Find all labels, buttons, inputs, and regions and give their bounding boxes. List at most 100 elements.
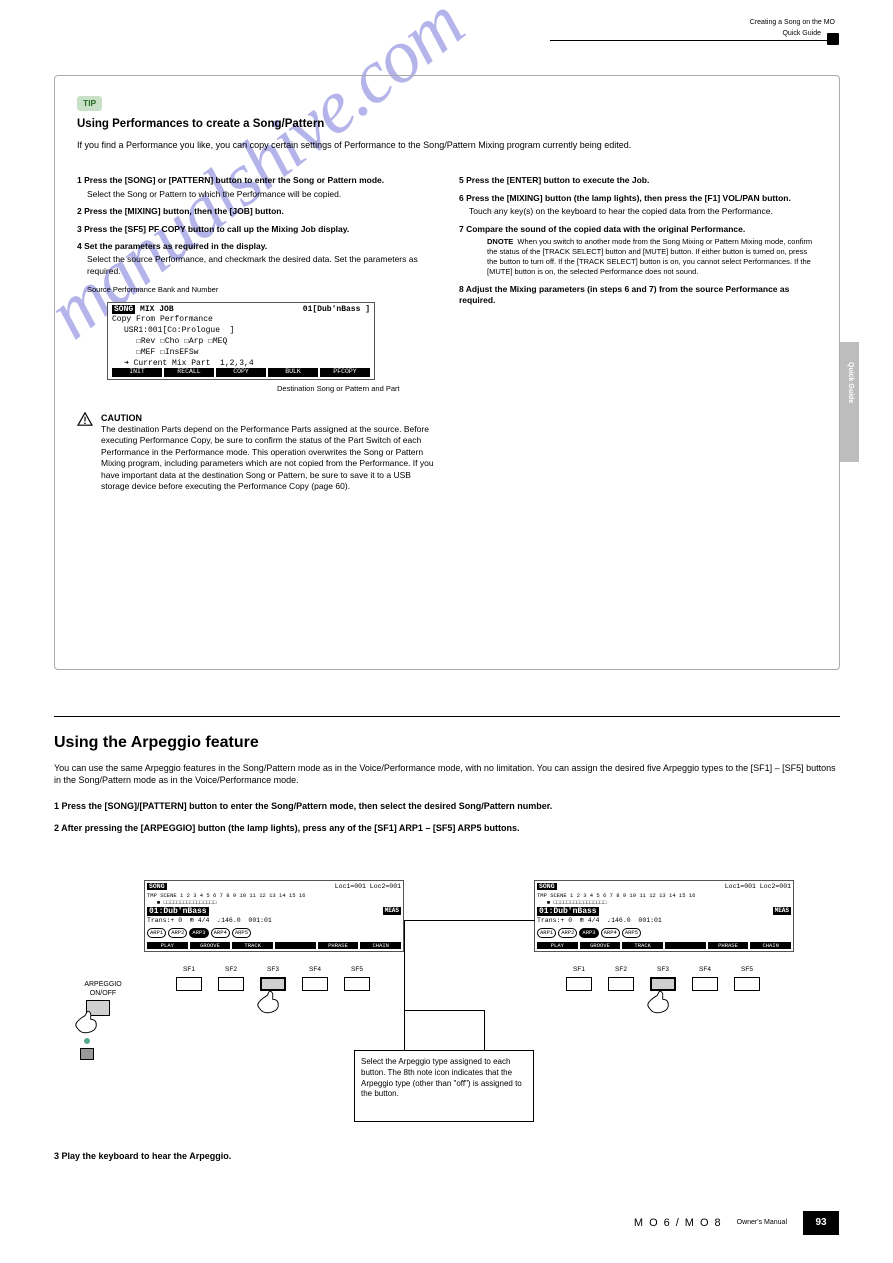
sf-label: SF1 [174, 966, 204, 977]
arp-step1: 1 Press the [SONG]/[PATTERN] button to e… [54, 800, 840, 812]
tip-intro: If you find a Performance you like, you … [77, 139, 817, 151]
tip-right-col: 5 Press the [ENTER] button to execute th… [459, 169, 817, 492]
step-7: 7 Compare the sound of the copied data w… [459, 224, 817, 235]
sf-label: SF1 [564, 966, 594, 977]
arp-pill-selected: ARP3 [189, 928, 208, 937]
tip-left-col: 1 Press the [SONG] or [PATTERN] button t… [77, 169, 435, 492]
lcd-tab: INIT [112, 368, 162, 377]
step-8: 8 Adjust the Mixing parameters (in steps… [459, 284, 817, 307]
sf-label: SF5 [732, 966, 762, 977]
step-1b: Select the Song or Pattern to which the … [87, 189, 435, 200]
lcd-loc: Loc1=001 Loc2=001 [725, 883, 791, 892]
sf-button[interactable] [692, 977, 718, 991]
section-rule [54, 716, 840, 717]
lcd-tab: PLAY [537, 942, 578, 949]
lcd-tabs: PLAY GROOVE TRACK PHRASE CHAIN [147, 942, 401, 949]
lcd-tab: PFCOPY [320, 368, 370, 377]
footer: MO6/MO8 Owner's Manual 93 [634, 1211, 839, 1235]
lcd-tab: CHAIN [750, 942, 791, 949]
lcd-tab [665, 942, 706, 949]
lcd-play-left: SONGLoc1=001 Loc2=001 TMP SCENE 1 2 3 4 … [144, 880, 404, 952]
header-section: Creating a Song on the MO [750, 18, 835, 27]
lcd-mode: SONG [147, 883, 167, 890]
lcd-mode: SONG [112, 305, 135, 314]
sf-label: SF4 [300, 966, 330, 977]
lcd-meas: MEAS [383, 907, 401, 915]
lcd-chk2: ☐MEF ☐InsEFSw [136, 348, 370, 359]
step-2: 2 Press the [MIXING] button, then the [J… [77, 206, 435, 217]
arp-pill: ARP1 [537, 928, 556, 937]
sf-button[interactable] [608, 977, 634, 991]
lcd-tab: PLAY [147, 942, 188, 949]
lcd-label-dst: Destination Song or Pattern and Part [277, 384, 435, 394]
tip-columns: 1 Press the [SONG] or [PATTERN] button t… [77, 169, 817, 492]
step-1: 1 Press the [SONG] or [PATTERN] button t… [77, 175, 435, 186]
connector [534, 920, 535, 921]
header-block [827, 33, 839, 45]
arp-pill: ARP5 [232, 928, 251, 937]
arp-title: Using the Arpeggio feature [54, 732, 259, 754]
led-icon [84, 1038, 90, 1044]
lcd-mode: SONG [537, 883, 557, 890]
sf-button-pressed[interactable] [260, 977, 286, 991]
tip-title: Using Performances to create a Song/Patt… [77, 117, 817, 133]
note-7: DNOTE When you switch to another mode fr… [487, 237, 817, 278]
lcd-tab: PHRASE [318, 942, 359, 949]
footer-page: 93 [803, 1211, 839, 1235]
sf-row-left: SF1 SF2 SF3 SF4 SF5 [174, 966, 372, 991]
finger-icon [254, 990, 284, 1016]
lcd-tabs: PLAY GROOVE TRACK PHRASE CHAIN [537, 942, 791, 949]
lcd-tab: GROOVE [190, 942, 231, 949]
lcd-tab [275, 942, 316, 949]
lcd-tab: PHRASE [708, 942, 749, 949]
sf-label: SF5 [342, 966, 372, 977]
sf-label: SF2 [216, 966, 246, 977]
footer-model: MO6/MO8 [634, 1216, 727, 1231]
lcd-play-right: SONGLoc1=001 Loc2=001 TMP SCENE 1 2 3 4 … [534, 880, 794, 952]
lcd-info: Trans:+ 0 ⊞ 4/4 ♩146.0 001:01 [147, 917, 401, 926]
sf-button[interactable] [734, 977, 760, 991]
lcd-tab: TRACK [232, 942, 273, 949]
header-rule [550, 40, 834, 41]
sf-button[interactable] [218, 977, 244, 991]
step-6b: Touch any key(s) on the keyboard to hear… [469, 206, 817, 217]
sf-button-pressed[interactable] [650, 977, 676, 991]
lcd-boxes: ■ □□□□□□□□□□□□□□□□ [147, 899, 401, 906]
lcd-arps: ARP1 ARP2 ARP3 ARP4 ARP5 [537, 928, 791, 937]
lcd-tab: RECALL [164, 368, 214, 377]
footer-label: Owner's Manual [737, 1218, 787, 1227]
arp-pill: ARP4 [601, 928, 620, 937]
caution-text: The destination Parts depend on the Perf… [101, 424, 435, 493]
lcd-loc: Loc1=001 Loc2=001 [335, 883, 401, 892]
lcd-mixjob: SONG MIX JOB 01[Dub'nBass ] Copy From Pe… [107, 302, 375, 380]
lcd-tab: BULK [268, 368, 318, 377]
sf-button[interactable] [176, 977, 202, 991]
lcd-boxes: ■ □□□□□□□□□□□□□□□□ [537, 899, 791, 906]
lcd-tabs: INIT RECALL COPY BULK PFCOPY [112, 368, 370, 377]
arp-step3: 3 Play the keyboard to hear the Arpeggio… [54, 1150, 840, 1162]
connector [484, 1010, 485, 1050]
sf-button[interactable] [566, 977, 592, 991]
lcd-songname: 01:Dub'nBass [147, 907, 209, 916]
lcd-name: 01[Dub'nBass ] [303, 305, 370, 316]
caution-label: CAUTION [101, 412, 435, 424]
sf-button[interactable] [344, 977, 370, 991]
lcd-line2: USR1:001[Co:Prologue ] [124, 326, 370, 337]
arp-explain-box: Select the Arpeggio type assigned to eac… [354, 1050, 534, 1122]
arp-intro: You can use the same Arpeggio features i… [54, 762, 840, 835]
finger-icon [644, 990, 674, 1016]
step-3: 3 Press the [SF5] PF COPY button to call… [77, 224, 435, 235]
lcd-tab: TRACK [622, 942, 663, 949]
finger-icon [72, 1010, 102, 1036]
lcd-tab: GROOVE [580, 942, 621, 949]
arpeggio-button-small[interactable] [80, 1048, 94, 1060]
tip-box: TIP Using Performances to create a Song/… [54, 75, 840, 670]
caution-icon [77, 412, 93, 426]
sf-label: SF3 [648, 966, 678, 977]
sf-button[interactable] [302, 977, 328, 991]
header-subsection: Quick Guide [782, 29, 821, 38]
arp-pill: ARP2 [558, 928, 577, 937]
lcd-chk: ☐Rev ☐Cho ☐Arp ☐MEQ [136, 337, 370, 348]
sf-label: SF3 [258, 966, 288, 977]
sf-row-right: SF1 SF2 SF3 SF4 SF5 [564, 966, 762, 991]
